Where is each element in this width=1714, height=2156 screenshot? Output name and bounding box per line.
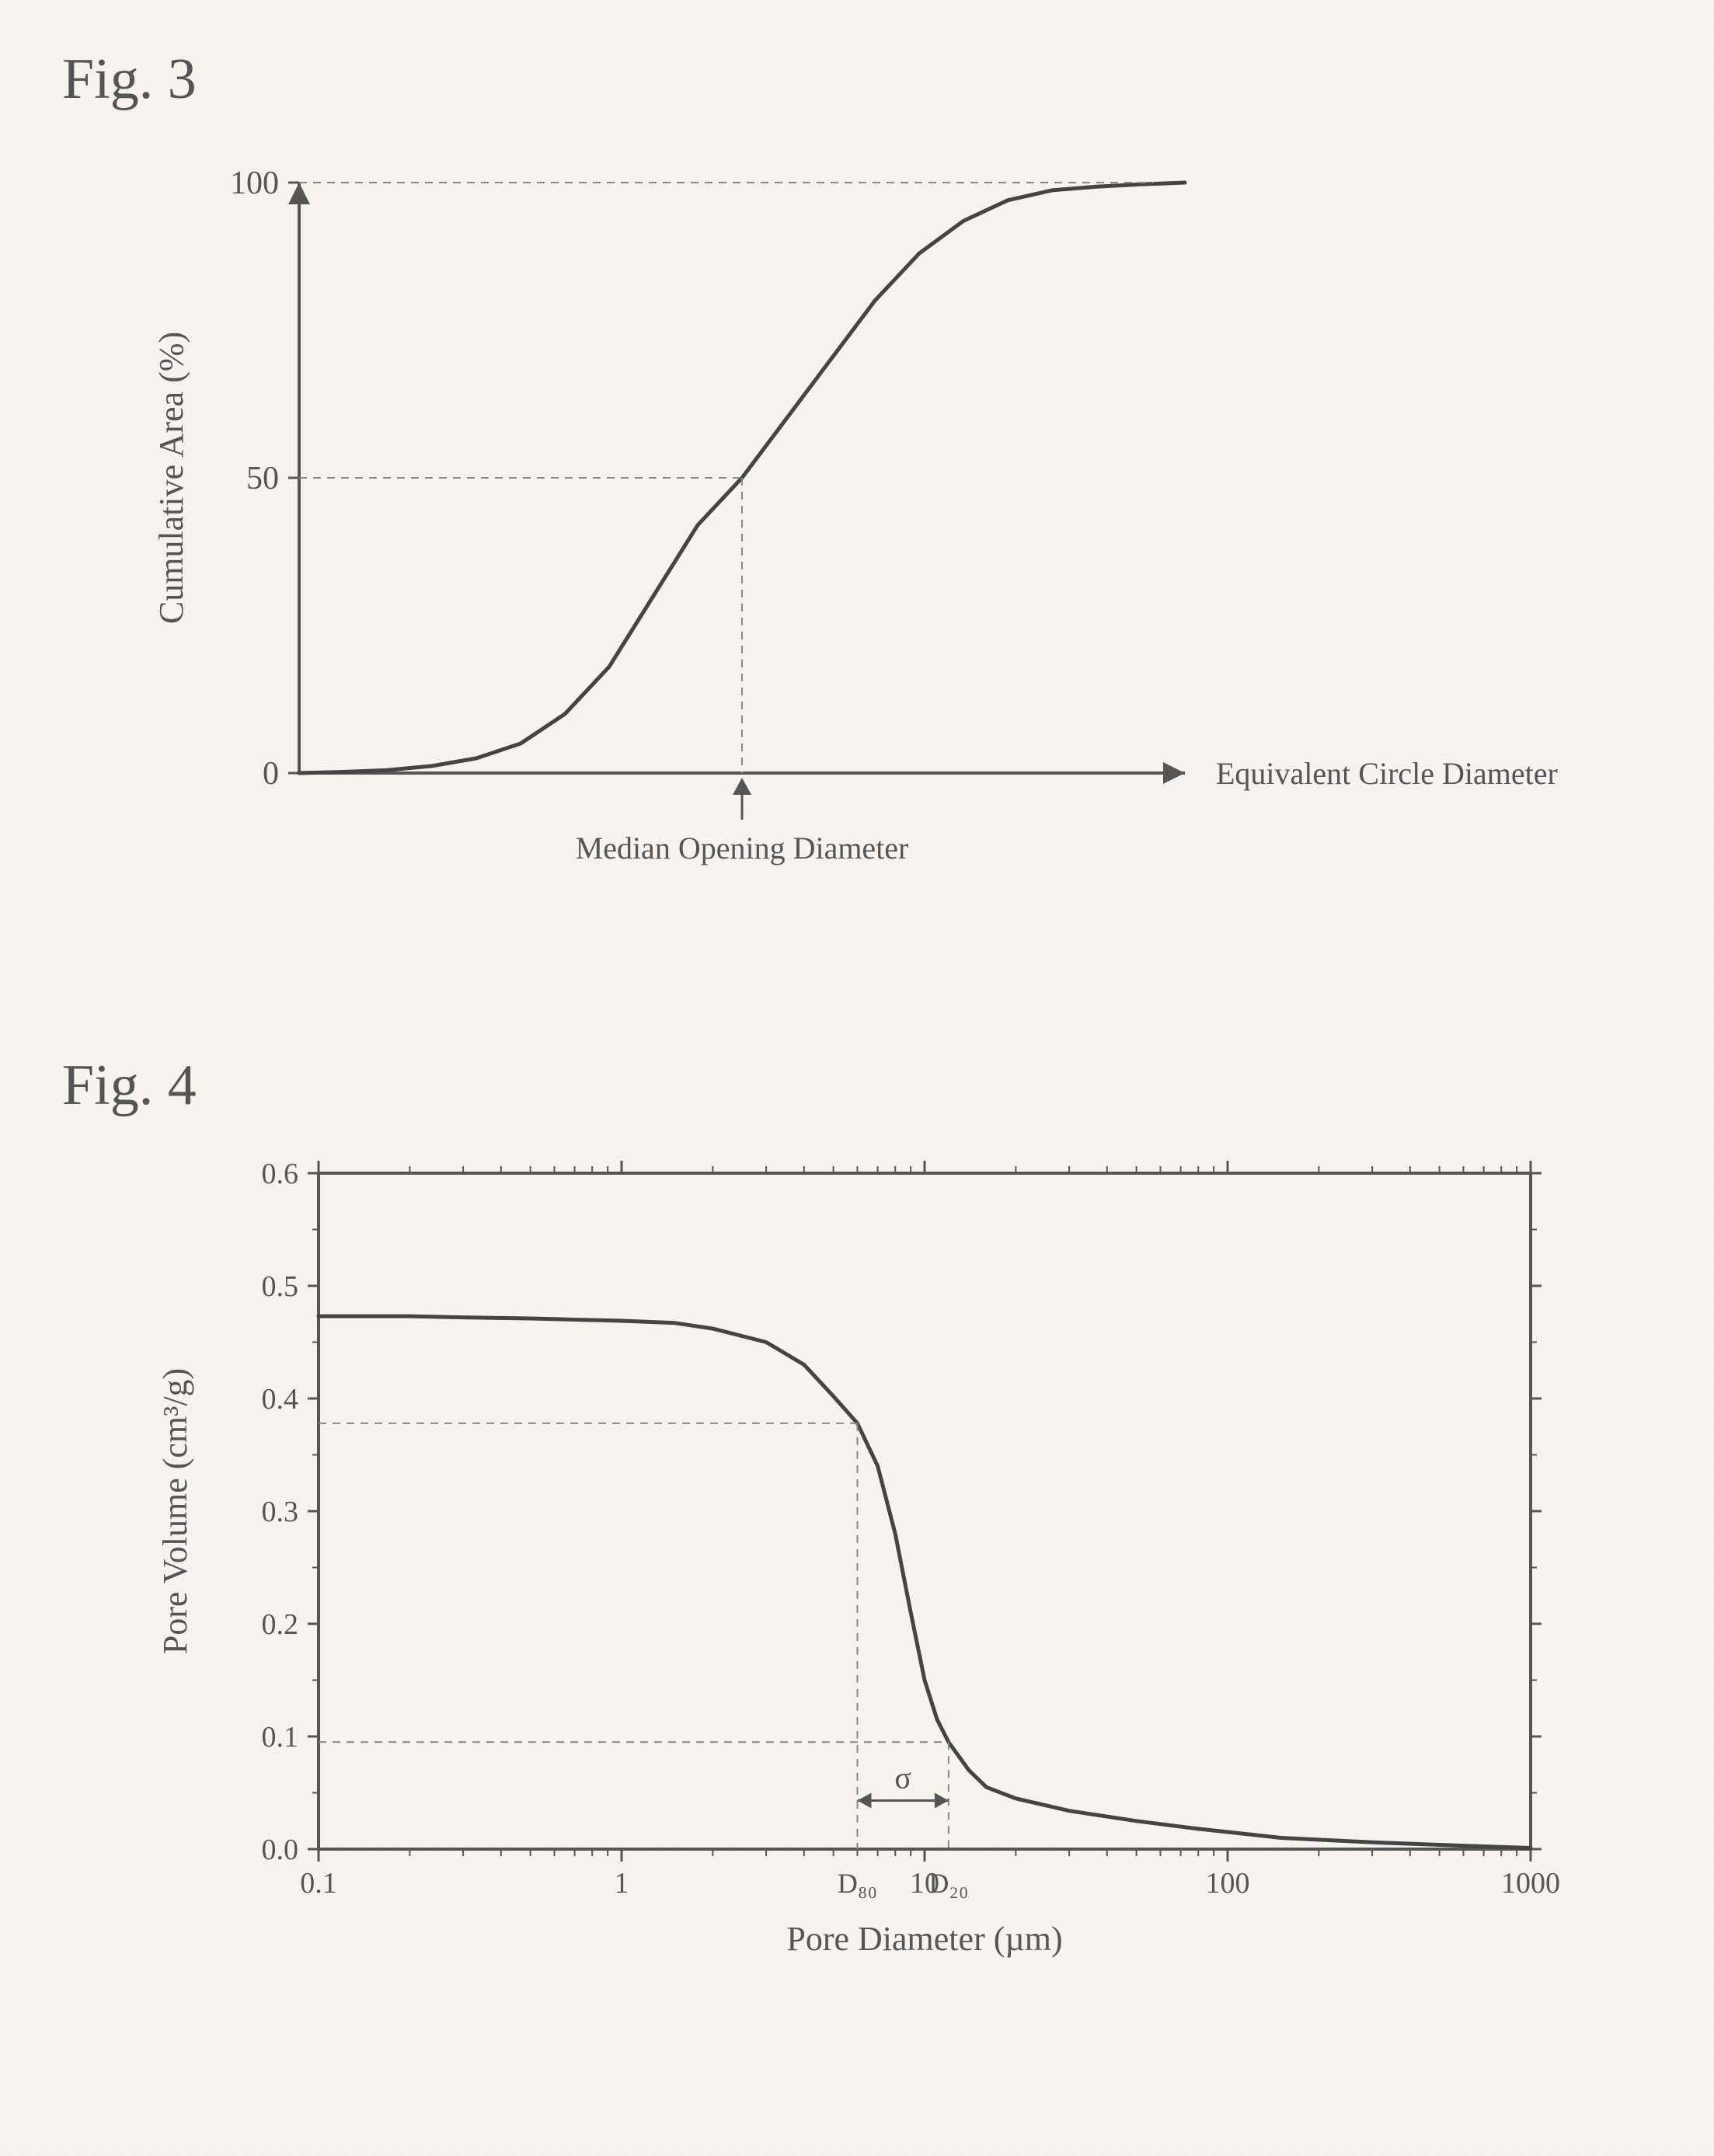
d20-label: D₂₀ [928,1868,968,1899]
plot-frame [319,1173,1531,1849]
median-arrow-head [733,778,751,795]
x-tick-label: 100 [1206,1867,1250,1900]
y-tick-label: 50 [246,461,279,496]
fig3-svg: 0 50 100 Median Opening Diameter Equivalent … [62,136,1616,913]
y-tick-label: 100 [230,165,279,201]
x-tick-label: 1 [615,1867,629,1900]
y-axis-arrow [288,183,310,204]
y-tick-label: 0.2 [262,1608,299,1641]
y-tick-label: 0.3 [262,1496,299,1528]
fig4-title: Fig. 4 [62,1053,1652,1119]
fig4-svg: 0.00.10.20.30.40.50.60.11101001000σD₈₀D₂… [62,1142,1616,2012]
d80-label: D₈₀ [838,1868,877,1899]
sigma-label: σ [894,1761,911,1796]
x-axis-label: Equivalent Circle Diameter [1216,756,1558,791]
fig4-chart: 0.00.10.20.30.40.50.60.11101001000σD₈₀D₂… [62,1142,1652,2012]
y-tick-label: 0.0 [262,1834,299,1866]
x-axis-label: Pore Diameter (µm) [786,1920,1062,1958]
x-axis-arrow [1163,762,1185,784]
y-tick-label: 0.1 [262,1721,299,1754]
x-tick-label: 0.1 [300,1867,337,1900]
x-tick-label: 1000 [1501,1867,1560,1900]
median-label: Median Opening Diameter [576,831,909,866]
sigma-arrow-right [935,1793,949,1809]
y-axis-label: Pore Volume (cm³/g) [156,1368,194,1654]
fig3-title: Fig. 3 [62,47,1652,113]
y-tick-label: 0.4 [262,1383,299,1416]
fig4-curve [319,1316,1531,1848]
y-tick-label: 0 [263,756,279,792]
y-tick-label: 0.5 [262,1270,299,1303]
y-tick-label: 0.6 [262,1158,299,1190]
y-axis-label: Cumulative Area (%) [152,332,190,624]
sigma-arrow-left [857,1793,871,1809]
page: Fig. 3 0 50 100 Median Opening Diameter Equi… [0,0,1714,2156]
fig3-chart: 0 50 100 Median Opening Diameter Equivalent … [62,136,1652,913]
